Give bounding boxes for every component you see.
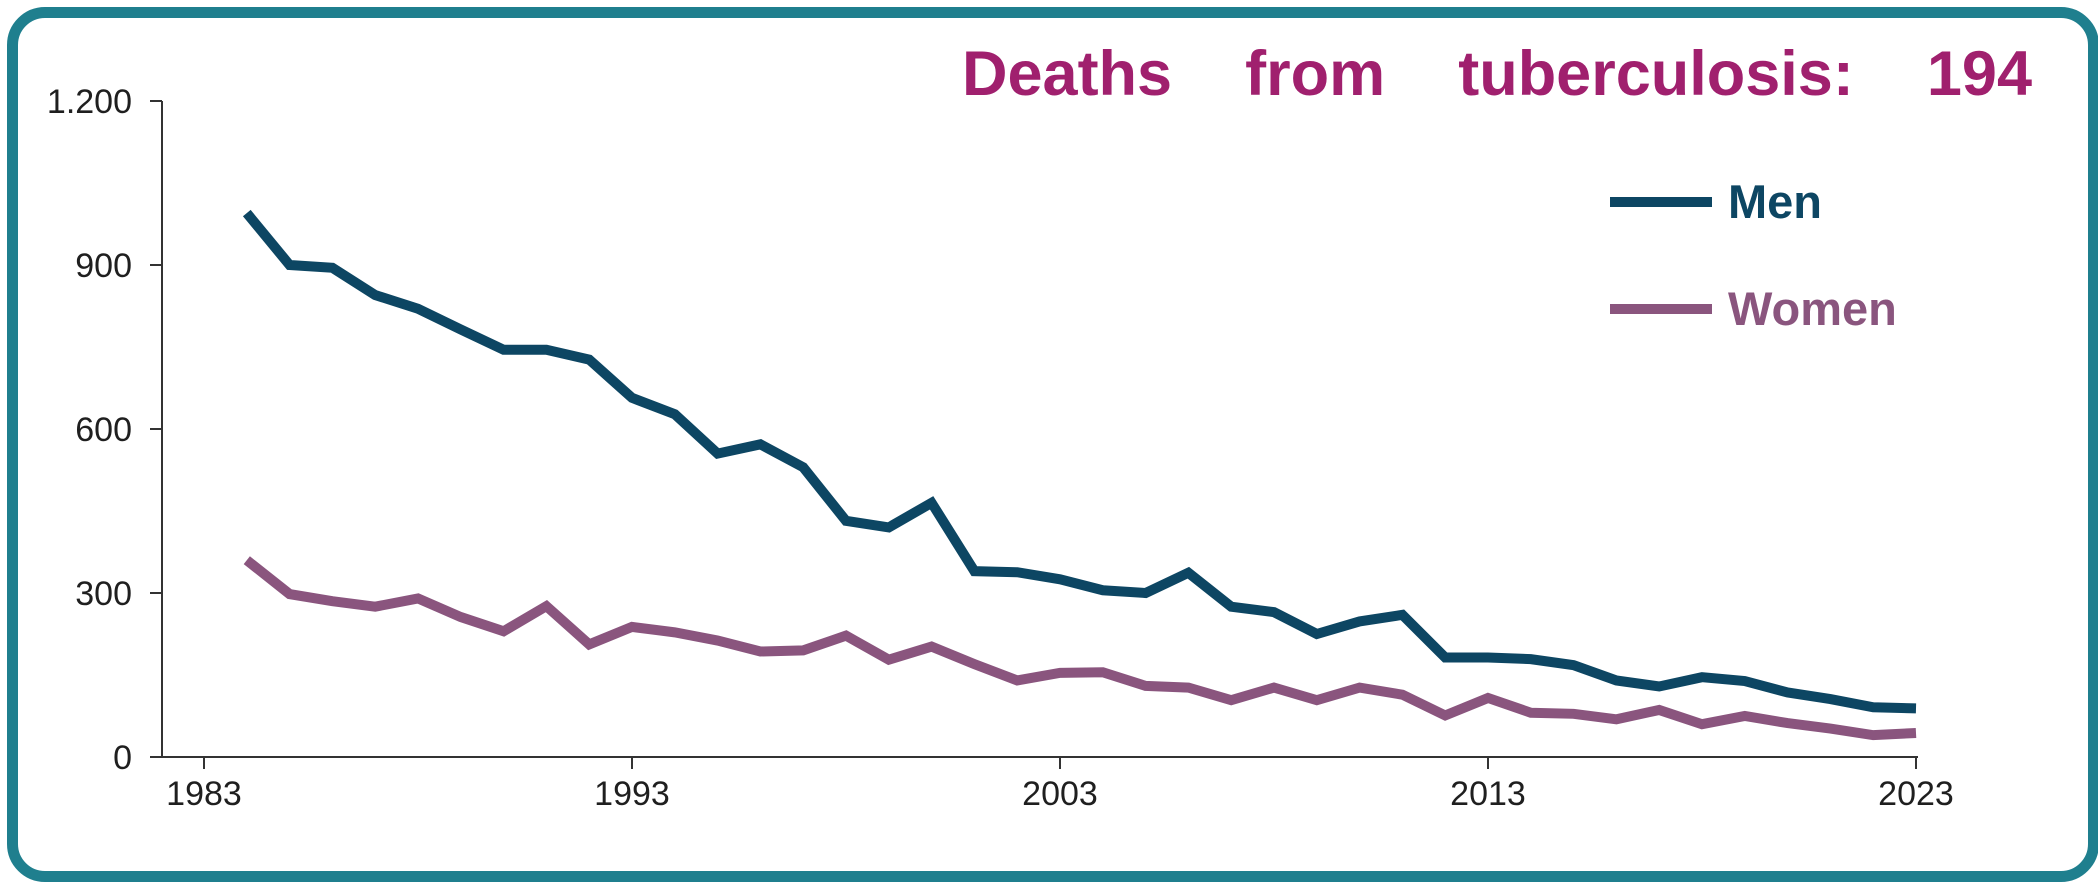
y-tick-label: 1.200 — [47, 83, 132, 121]
series-line-women — [243, 556, 1917, 741]
series-lines — [242, 209, 1917, 741]
y-tick-label: 0 — [113, 739, 132, 777]
chart-title: Deaths from tuberculosis: 194 — [962, 39, 2032, 109]
legend: Men Women — [1610, 175, 1897, 335]
legend-label-men: Men — [1728, 175, 1822, 228]
x-tick-label: 2003 — [1022, 775, 1098, 813]
y-tick-label: 900 — [75, 247, 132, 285]
series-line-men — [242, 209, 1917, 714]
chart-frame — [7, 7, 2098, 882]
legend-label-women: Women — [1728, 282, 1897, 335]
x-tick-label: 1983 — [166, 775, 242, 813]
x-tick-label: 2023 — [1878, 775, 1954, 813]
x-tick-label: 2013 — [1450, 775, 1526, 813]
y-tick-label: 300 — [75, 575, 132, 613]
y-tick-label: 600 — [75, 411, 132, 449]
axes: 0 300 600 900 1.200 1983 1993 2003 2013 2023 — [47, 83, 1954, 813]
x-tick-label: 1993 — [594, 775, 670, 813]
